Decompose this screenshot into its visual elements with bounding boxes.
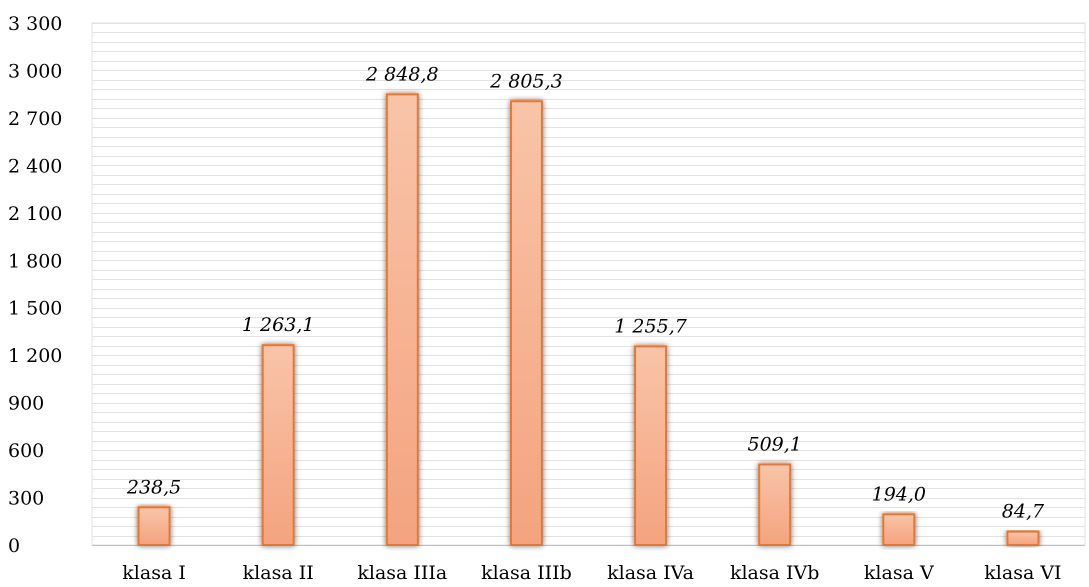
plot-area-border bbox=[91, 22, 1086, 546]
gridlines bbox=[91, 22, 1086, 546]
bar bbox=[509, 100, 543, 547]
data-label: 1 255,7 bbox=[614, 315, 687, 337]
bars bbox=[137, 93, 1040, 547]
bar bbox=[1006, 530, 1040, 546]
y-tick-label: 1 800 bbox=[8, 250, 62, 272]
data-label: 2 848,8 bbox=[365, 63, 439, 85]
y-tick-label: 2 400 bbox=[8, 155, 62, 177]
x-category-label: klasa V bbox=[864, 562, 934, 584]
x-category-label: klasa II bbox=[243, 562, 314, 584]
y-tick-label: 2 700 bbox=[8, 108, 62, 130]
x-axis-categories: klasa I klasa II klasa IIIa klasa IIIb klasa… bbox=[122, 562, 1061, 584]
data-label: 238,5 bbox=[126, 476, 181, 498]
y-tick-label: 1 200 bbox=[8, 345, 62, 367]
x-category-label: klasa IIIb bbox=[481, 562, 572, 584]
x-category-label: klasa IVa bbox=[607, 562, 694, 584]
y-tick-label: 900 bbox=[8, 393, 44, 415]
x-category-label: klasa IVb bbox=[730, 562, 819, 584]
y-tick-label: 0 bbox=[8, 535, 20, 557]
y-axis-ticks: 0 300 600 900 1 200 1 500 1 800 2 100 2 400 2 700… bbox=[8, 13, 62, 557]
y-tick-label: 600 bbox=[8, 440, 44, 462]
bar bbox=[385, 93, 419, 546]
bar bbox=[758, 463, 792, 546]
y-tick-label: 1 500 bbox=[8, 298, 62, 320]
data-labels: 238,5 1 263,1 2 848,8 2 805,3 1 255,7 509,1 19… bbox=[126, 63, 1045, 522]
data-label: 509,1 bbox=[747, 433, 801, 455]
x-category-label: klasa I bbox=[122, 562, 186, 584]
data-label: 1 263,1 bbox=[242, 314, 315, 336]
data-label: 84,7 bbox=[1002, 501, 1045, 523]
y-tick-label: 2 100 bbox=[8, 203, 62, 225]
bar bbox=[137, 506, 171, 547]
bar bbox=[634, 345, 668, 546]
data-label: 2 805,3 bbox=[489, 70, 563, 92]
bar bbox=[261, 344, 295, 546]
y-tick-label: 3 000 bbox=[8, 60, 62, 82]
x-category-label: klasa VI bbox=[984, 562, 1061, 584]
y-tick-label: 3 300 bbox=[8, 13, 62, 35]
data-label: 194,0 bbox=[872, 483, 926, 505]
y-tick-label: 300 bbox=[8, 488, 44, 510]
x-category-label: klasa IIIa bbox=[357, 562, 447, 584]
bar bbox=[882, 513, 916, 547]
